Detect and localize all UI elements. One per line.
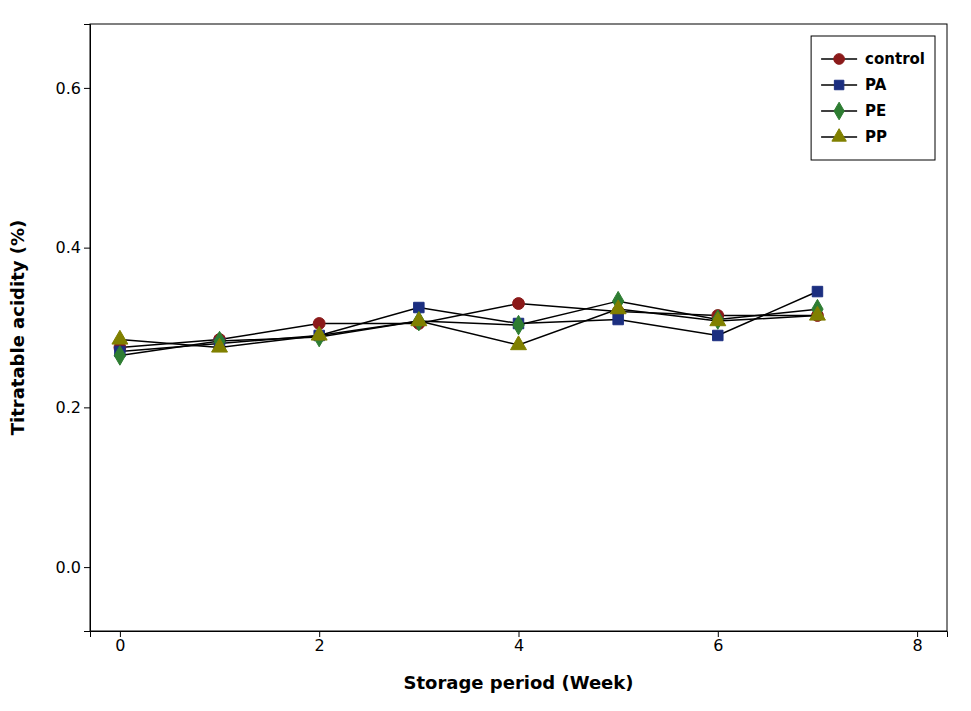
- y-axis-title: Titratable acidity (%): [7, 220, 28, 436]
- series: [114, 298, 823, 354]
- legend-item: PE: [821, 102, 886, 120]
- legend-frame: [811, 36, 935, 160]
- tick-label: 6: [713, 636, 723, 655]
- legend-symbol: [834, 102, 844, 120]
- tick-mark: [84, 407, 90, 408]
- marker: [812, 286, 822, 296]
- y-axis: 0.0 0.2 0.4 0.6: [56, 25, 91, 632]
- tick-mark: [84, 248, 90, 249]
- series: [115, 286, 823, 356]
- tick: 8: [913, 631, 923, 655]
- marker: [809, 306, 825, 320]
- tick: 0: [115, 631, 125, 655]
- x-axis-title: Storage period (Week): [403, 672, 633, 693]
- legend-label: control: [865, 50, 925, 68]
- tick: 0.6: [56, 79, 90, 98]
- marker: [713, 330, 723, 340]
- tick: 2: [315, 631, 325, 655]
- series: [112, 300, 825, 352]
- tick-mark: [84, 567, 90, 568]
- legend-label: PE: [865, 102, 886, 120]
- legend-symbol: [834, 80, 843, 89]
- legend-label: PP: [865, 128, 887, 146]
- plot-frame: [90, 24, 947, 631]
- marker: [613, 314, 623, 324]
- marker: [511, 336, 527, 350]
- marker: [610, 300, 626, 314]
- legend-symbol: [834, 54, 845, 65]
- legend-item: control: [821, 50, 925, 68]
- marker: [513, 298, 525, 310]
- tick: 0.2: [56, 398, 90, 417]
- marker: [212, 338, 228, 352]
- tick: 0.4: [56, 238, 90, 257]
- tick-mark: [84, 88, 90, 89]
- tick: 0.0: [56, 558, 90, 577]
- tick-label: 0: [115, 636, 125, 655]
- tick-label: 0.2: [56, 398, 81, 417]
- legend-item: PP: [821, 128, 887, 146]
- tick-label: 0.4: [56, 238, 81, 257]
- marker: [513, 315, 524, 335]
- x-axis: 0 2 4 6 8: [91, 631, 948, 655]
- plot: 0 2 4 6 8 0.0 0.2 0.4 0.6 control PA PE PP: [56, 24, 948, 655]
- series: [114, 291, 823, 365]
- marker: [114, 346, 125, 366]
- line: [120, 309, 818, 347]
- legend: control PA PE PP: [811, 36, 935, 160]
- tick-label: 0.6: [56, 79, 81, 98]
- legend-label: PA: [865, 76, 887, 94]
- tick-label: 0.0: [56, 558, 81, 577]
- chart: 0 2 4 6 8 0.0 0.2 0.4 0.6 control PA PE PP Storage pe…: [0, 0, 971, 711]
- marker: [311, 326, 327, 340]
- tick-label: 8: [913, 636, 923, 655]
- marker: [112, 330, 128, 344]
- tick-label: 2: [315, 636, 325, 655]
- legend-item: PA: [821, 76, 887, 94]
- marker: [411, 312, 427, 326]
- marker: [710, 312, 726, 326]
- legend-symbol: [832, 129, 846, 141]
- marks: [112, 286, 825, 365]
- tick: 4: [514, 631, 524, 655]
- axis-line: [84, 25, 91, 632]
- tick: 6: [713, 631, 723, 655]
- tick-label: 4: [514, 636, 524, 655]
- line: [120, 292, 818, 352]
- line: [120, 301, 818, 355]
